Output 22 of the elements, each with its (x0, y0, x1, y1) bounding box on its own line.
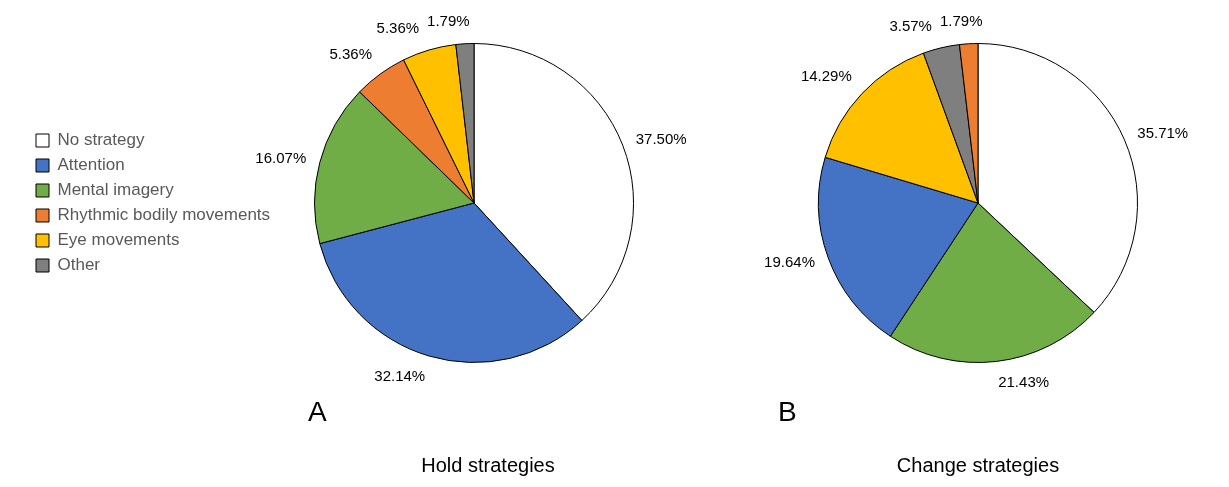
data-label: 5.36% (329, 45, 372, 63)
data-label: 32.14% (374, 367, 426, 385)
legend-label: Rhythmic bodily movements (57, 205, 271, 225)
legend-label: Other (57, 255, 101, 275)
text: Change strategies (895, 454, 1061, 477)
data-label: 37.50% (635, 130, 687, 148)
text: A (308, 396, 327, 428)
data-label: 16.07% (255, 149, 307, 167)
legend-label: Mental imagery (57, 180, 175, 200)
data-label: 14.29% (800, 66, 852, 84)
data-label: 1.79% (427, 12, 470, 30)
legend-label: No strategy (57, 130, 145, 150)
legend-label: Attention (57, 155, 125, 175)
text: Hold strategies (420, 454, 556, 477)
data-label: 3.57% (889, 16, 932, 34)
legend-label: Eye movements (57, 230, 180, 250)
data-label: 19.64% (764, 252, 815, 270)
data-label: 1.79% (939, 12, 983, 30)
data-label: 35.71% (1137, 124, 1189, 142)
text: B (778, 396, 797, 428)
data-label: 5.36% (376, 19, 420, 37)
data-label: 21.43% (998, 372, 1050, 390)
